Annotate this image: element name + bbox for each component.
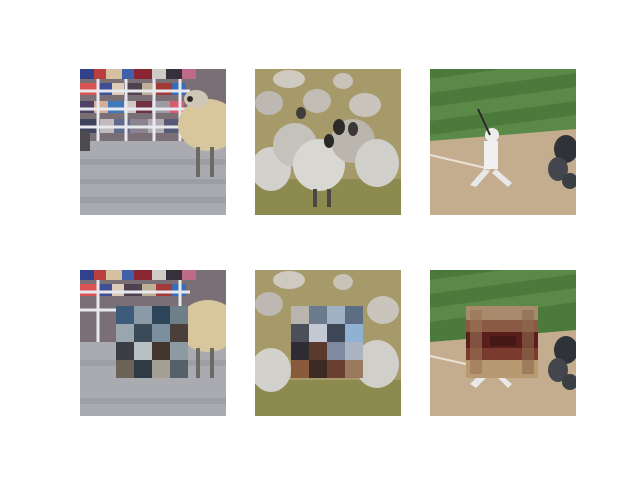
sheep-flock-original-image <box>255 69 401 215</box>
sheep-fence-patched-image <box>80 270 226 416</box>
image-sheep-flock-patched <box>255 270 401 416</box>
baseball-original-image <box>430 69 576 215</box>
image-baseball-patched <box>430 270 576 416</box>
image-sheep-fence-patched <box>80 270 226 416</box>
adversarial-patch <box>466 306 538 378</box>
sheep-flock-patched-image <box>255 270 401 416</box>
image-baseball-original <box>430 69 576 215</box>
image-sheep-fence-original <box>80 69 226 215</box>
sheep-fence-original-image <box>80 69 226 215</box>
adversarial-patch <box>291 306 363 378</box>
image-sheep-flock-original <box>255 69 401 215</box>
adversarial-patch <box>116 306 188 378</box>
baseball-patched-image <box>430 270 576 416</box>
